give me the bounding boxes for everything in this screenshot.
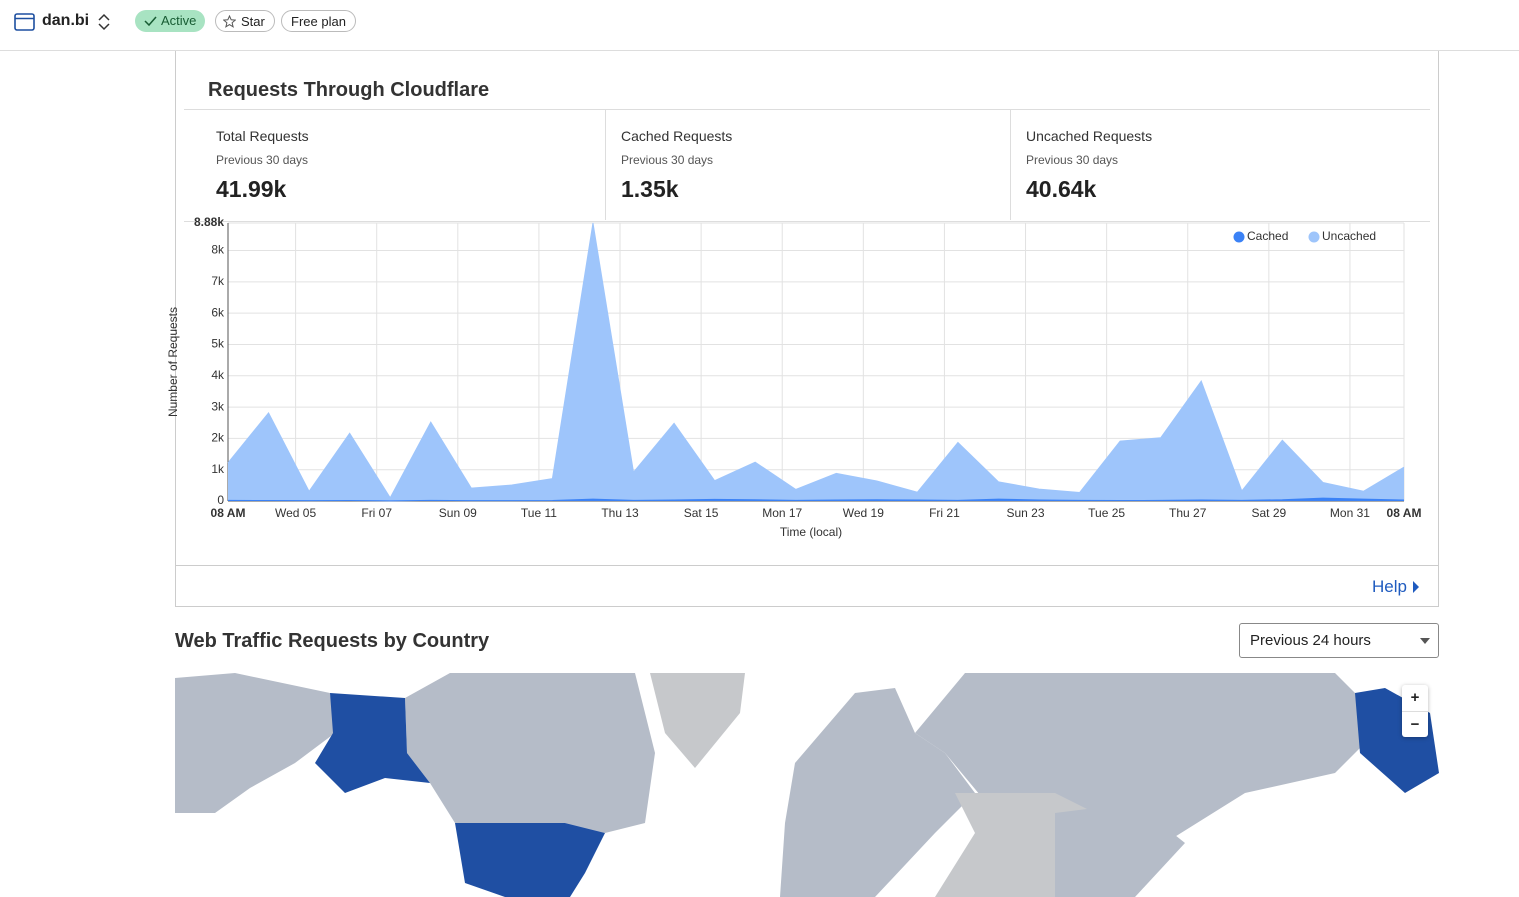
stat-label: Cached Requests [621, 128, 733, 144]
site-switcher[interactable] [97, 13, 111, 31]
stat: Total Requests Previous 30 days 41.99k [216, 128, 309, 203]
stat-label: Uncached Requests [1026, 128, 1153, 144]
map-title: Web Traffic Requests by Country [175, 630, 490, 652]
divider [176, 565, 1438, 566]
top-bar: dan.bi Active Star Free plan [0, 0, 1519, 51]
plan-badge[interactable]: Free plan [281, 10, 356, 32]
stat: Uncached Requests Previous 30 days 40.64k [1026, 128, 1152, 203]
range-select[interactable]: Previous 24 hours [1239, 623, 1439, 658]
zoom-controls: + − [1402, 685, 1428, 737]
stat-value: 40.64k [1026, 176, 1097, 202]
stat-value: 41.99k [216, 176, 287, 202]
divider [605, 110, 606, 220]
site-name: dan.bi [42, 12, 90, 29]
stat-label: Total Requests [216, 128, 309, 144]
star-button[interactable]: Star [215, 10, 275, 32]
world-map [175, 673, 1439, 897]
stat-period: Previous 30 days [1026, 153, 1119, 167]
stat-period: Previous 30 days [216, 153, 309, 167]
stat: Cached Requests Previous 30 days 1.35k [621, 128, 732, 203]
zoom-out[interactable]: − [1410, 716, 1420, 733]
panel-title: Requests Through Cloudflare [208, 79, 490, 101]
stat-value: 1.35k [621, 176, 679, 202]
stats-row [184, 109, 1430, 222]
help-link[interactable]: Help [1372, 577, 1420, 597]
range-text: Previous 24 hours [1250, 632, 1371, 649]
requests-panel: Requests Through Cloudflare Total Reques… [175, 51, 1439, 607]
site-icon [14, 13, 35, 31]
help-text: Help [1372, 577, 1407, 596]
stat-period: Previous 30 days [621, 153, 714, 167]
status-text: Active [161, 13, 197, 28]
zoom-in[interactable]: + [1402, 685, 1428, 712]
divider [1010, 110, 1011, 220]
star-text: Star [241, 14, 265, 29]
status-badge: Active [135, 10, 206, 32]
